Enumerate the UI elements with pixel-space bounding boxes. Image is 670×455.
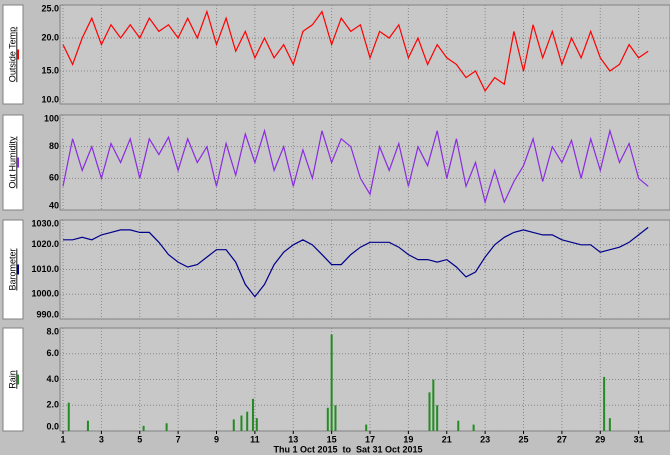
x-tick-label: 13	[288, 434, 298, 444]
x-tick-label: 19	[403, 434, 413, 444]
y-tick-label: 6.0	[46, 348, 59, 358]
bar	[334, 405, 337, 431]
plot-area	[59, 114, 670, 211]
x-tick-label: 11	[250, 434, 260, 444]
y-tick-label: 15.0	[41, 65, 59, 75]
plot-area	[59, 219, 670, 320]
y-tick-label: 60	[49, 173, 59, 183]
legend-label: Barometer	[7, 248, 17, 290]
bar	[86, 420, 89, 431]
y-tick-label: 1030.0	[31, 218, 59, 228]
x-tick-label: 17	[365, 434, 375, 444]
bar	[608, 418, 611, 431]
legend-box	[2, 114, 24, 211]
bar	[165, 423, 168, 431]
y-tick-label: 80	[49, 141, 59, 151]
x-tick-label: 3	[99, 434, 104, 444]
y-tick-label: 1010.0	[31, 264, 59, 274]
y-tick-label: 0.0	[46, 421, 59, 431]
x-tick-label: 25	[519, 434, 529, 444]
bar	[365, 424, 368, 431]
x-tick-label: 1	[60, 434, 65, 444]
legend-label: Outside Temp	[7, 27, 17, 82]
bar	[330, 334, 333, 431]
y-tick-label: 100	[44, 113, 59, 123]
x-tick-label: 5	[137, 434, 142, 444]
x-tick-label: 29	[595, 434, 605, 444]
bar	[428, 392, 431, 431]
bar	[67, 402, 70, 431]
plot-area	[59, 4, 670, 105]
bar	[326, 407, 329, 431]
bar	[251, 398, 254, 431]
bar	[255, 418, 258, 431]
y-tick-label: 1000.0	[31, 289, 59, 299]
legend-box	[2, 4, 24, 105]
x-tick-label: 31	[634, 434, 644, 444]
legend-label: Out Humidity	[7, 136, 17, 189]
y-tick-label: 10.0	[41, 94, 59, 104]
y-tick-label: 8.0	[46, 326, 59, 336]
x-tick-label: 23	[480, 434, 490, 444]
data-line	[63, 226, 649, 298]
x-axis-label: Thu 1 Oct 2015 to Sat 31 Oct 2015	[273, 444, 422, 454]
y-tick-label: 40	[49, 200, 59, 210]
x-tick-label: 7	[176, 434, 181, 444]
legend-label: Rain	[7, 370, 17, 389]
data-line	[62, 9, 649, 92]
legend-box	[2, 219, 24, 320]
y-tick-label: 25.0	[41, 3, 59, 13]
x-tick-label: 9	[214, 434, 219, 444]
legend-box	[2, 327, 24, 432]
y-tick-label: 4.0	[46, 374, 59, 384]
bar	[240, 415, 243, 431]
x-tick-label: 15	[327, 434, 337, 444]
bar	[436, 405, 439, 431]
y-tick-label: 1020.0	[31, 239, 59, 249]
bar	[432, 379, 435, 431]
bar	[472, 424, 475, 431]
bar	[457, 420, 460, 431]
bar	[246, 411, 249, 431]
plot-area	[59, 327, 670, 432]
x-tick-label: 21	[442, 434, 452, 444]
x-tick-label: 27	[557, 434, 567, 444]
data-line	[62, 128, 649, 205]
bar	[142, 425, 145, 431]
y-tick-label: 20.0	[41, 32, 59, 42]
y-tick-label: 990.0	[36, 309, 59, 319]
y-tick-label: 2.0	[46, 400, 59, 410]
bar	[603, 376, 606, 431]
bar	[232, 419, 235, 431]
